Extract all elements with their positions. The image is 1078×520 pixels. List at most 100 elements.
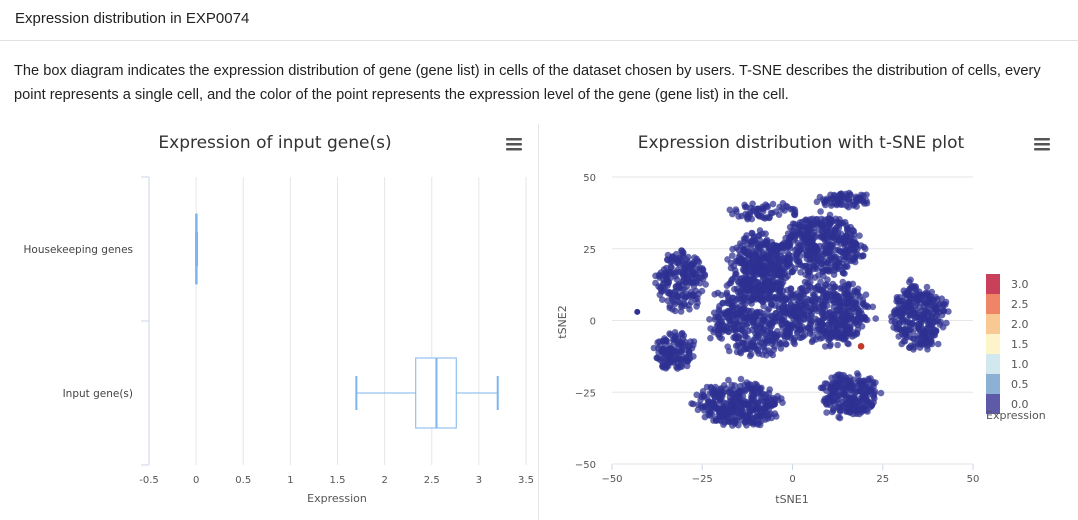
tsne-y-tick-label: 0 (590, 317, 596, 328)
tsne-point (767, 245, 774, 253)
tsne-point (737, 251, 744, 258)
tsne-point (690, 269, 697, 277)
tsne-point (695, 258, 703, 266)
tsne-point (932, 327, 940, 335)
tsne-point (860, 192, 867, 199)
box-chart-menu-icon[interactable] (502, 132, 526, 156)
tsne-point (814, 257, 822, 265)
box-category-label: Input gene(s) (63, 388, 133, 400)
tsne-point (922, 289, 930, 297)
tsne-chart-title: Expression distribution with t-SNE plot (638, 133, 965, 153)
tsne-point (749, 343, 756, 351)
tsne-point (906, 322, 914, 329)
legend-title: Expression (986, 409, 1046, 422)
tsne-point (819, 301, 826, 309)
tsne-point (769, 200, 777, 208)
tsne-point (744, 211, 752, 218)
tsne-point (741, 418, 749, 426)
tsne-point (769, 351, 776, 359)
tsne-point (844, 398, 852, 405)
tsne-point (752, 267, 759, 274)
tsne-point (689, 275, 696, 283)
legend-label: 2.0 (1011, 318, 1029, 331)
tsne-point (762, 201, 769, 208)
tsne-point (677, 341, 684, 348)
tsne-point (804, 312, 811, 320)
tsne-point (738, 325, 746, 333)
tsne-point (765, 214, 773, 222)
tsne-point (728, 381, 735, 389)
tsne-point (682, 293, 689, 301)
tsne-point (865, 375, 872, 383)
tsne-point (771, 400, 778, 408)
tsne-point (696, 264, 703, 272)
tsne-point (768, 238, 775, 246)
tsne-point (682, 341, 689, 348)
tsne-point (810, 263, 817, 270)
tsne-point (762, 230, 769, 237)
tsne-point (754, 383, 761, 391)
tsne-point (911, 340, 918, 348)
box-x-tick-label: 3.5 (518, 475, 534, 486)
tsne-point (754, 346, 762, 354)
tsne-point (701, 403, 709, 411)
tsne-point (811, 305, 819, 313)
tsne-point (754, 211, 761, 218)
box-plot-chart: Expression of input gene(s) -0.5 0 0.5 1 1.5… (24, 132, 534, 505)
tsne-point (855, 372, 862, 379)
tsne-point (739, 260, 747, 268)
tsne-point (762, 416, 769, 423)
tsne-point (854, 289, 861, 296)
tsne-point (850, 227, 858, 235)
tsne-point (673, 363, 680, 371)
tsne-point (795, 306, 803, 313)
tsne-point (748, 238, 756, 245)
tsne-point (773, 253, 780, 261)
tsne-point (655, 271, 663, 279)
tsne-point (773, 413, 780, 420)
tsne-point (685, 350, 693, 357)
tsne-x-tick-label: 50 (967, 474, 980, 485)
tsne-point (802, 271, 809, 278)
tsne-point (743, 203, 750, 211)
tsne-point (821, 343, 829, 350)
tsne-chart-menu-icon[interactable] (1030, 132, 1054, 156)
tsne-point (742, 402, 750, 409)
tsne-point (710, 328, 717, 336)
tsne-point (917, 313, 925, 321)
tsne-point (831, 283, 839, 290)
tsne-point (674, 266, 681, 274)
tsne-point (863, 197, 870, 205)
tsne-point (821, 261, 828, 268)
tsne-point (660, 276, 667, 283)
tsne-x-tick-label: 25 (876, 474, 889, 485)
tsne-point (659, 296, 666, 303)
tsne-point (781, 269, 789, 277)
tsne-point (680, 249, 687, 256)
tsne-point (862, 291, 870, 298)
tsne-point (689, 291, 697, 298)
legend-label: 2.5 (1011, 298, 1029, 311)
tsne-point (901, 302, 908, 310)
tsne-point (787, 290, 795, 297)
tsne-point (762, 338, 770, 345)
tsne-point (789, 252, 797, 260)
tsne-point (656, 338, 663, 345)
tsne-point (705, 411, 712, 419)
tsne-point (675, 261, 683, 268)
tsne-point (796, 219, 804, 226)
tsne-point (848, 384, 855, 392)
tsne-point (838, 313, 846, 321)
tsne-point (744, 285, 751, 292)
tsne-point (835, 371, 843, 378)
tsne-point (725, 389, 733, 396)
tsne-point (806, 246, 814, 254)
tsne-point (766, 386, 773, 393)
tsne-point (725, 376, 732, 384)
tsne-point (731, 285, 738, 293)
tsne-point (710, 387, 717, 395)
tsne-point (682, 270, 690, 277)
tsne-point (745, 255, 752, 262)
tsne-point (706, 316, 713, 323)
tsne-point (870, 391, 877, 399)
